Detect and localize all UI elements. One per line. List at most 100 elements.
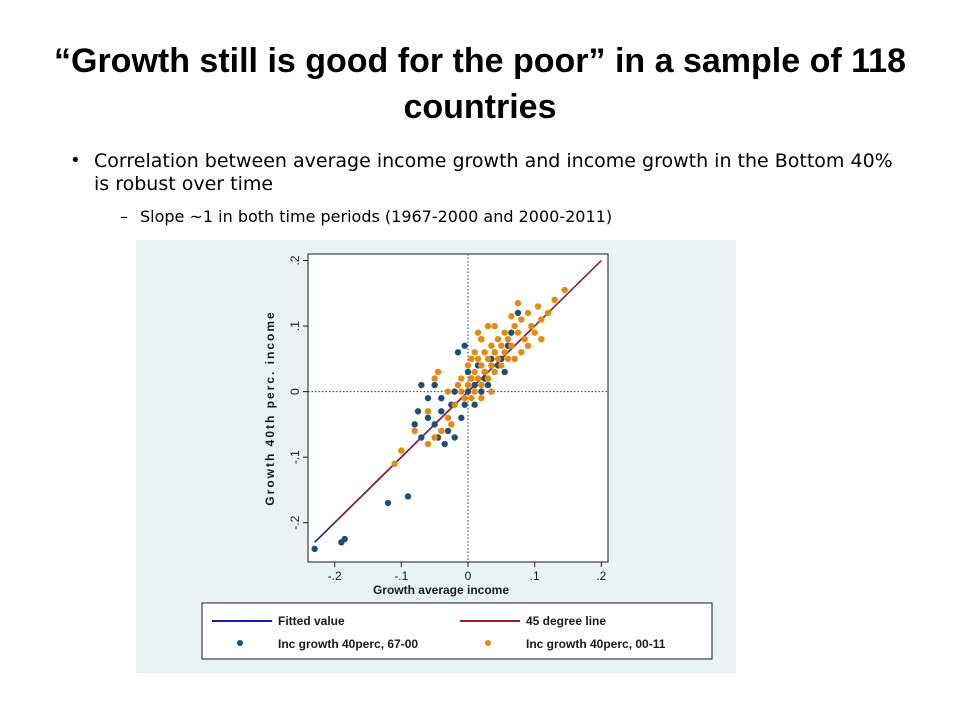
- point-period-00-11: [424, 408, 432, 415]
- point-period-00-11: [468, 394, 475, 402]
- point-period-67-00: [441, 440, 448, 448]
- point-period-67-00: [311, 545, 318, 553]
- legend-period1-label: Inc growth 40perc, 67-00: [278, 637, 418, 651]
- y-axis-label: Growth 40th perc. income: [263, 310, 277, 505]
- point-period-67-00: [411, 421, 418, 428]
- x-tick-label: .1: [530, 569, 540, 583]
- sub-bullet-marker: –: [120, 207, 128, 226]
- point-period-67-00: [418, 434, 425, 441]
- point-period-00-11: [514, 299, 522, 307]
- point-period-00-11: [528, 322, 535, 330]
- point-period-00-11: [504, 335, 512, 343]
- point-period-00-11: [478, 335, 485, 343]
- point-period-00-11: [398, 447, 405, 454]
- point-period-00-11: [488, 362, 495, 369]
- plot-area: [307, 253, 609, 563]
- y-tick-label: -.2: [288, 515, 302, 529]
- point-period-00-11: [431, 434, 438, 441]
- point-period-00-11: [471, 349, 478, 356]
- point-period-67-00: [471, 401, 478, 408]
- x-tick-label: 0: [465, 569, 472, 583]
- point-period-67-00: [414, 408, 422, 415]
- legend-fitted-label: Fitted value: [278, 614, 345, 628]
- point-period-67-00: [438, 394, 445, 402]
- point-period-00-11: [514, 329, 522, 336]
- point-period-00-11: [521, 335, 528, 343]
- point-period-00-11: [504, 355, 512, 363]
- point-period-67-00: [418, 381, 425, 389]
- point-period-67-00: [384, 499, 392, 507]
- point-period-00-11: [481, 368, 488, 376]
- point-period-00-11: [391, 460, 398, 467]
- legend-box: [201, 602, 713, 660]
- point-period-00-11: [478, 362, 485, 369]
- y-tick-label: .2: [288, 255, 302, 265]
- point-period-00-11: [494, 335, 502, 343]
- point-period-67-00: [461, 342, 468, 349]
- x-tick-label: .2: [596, 569, 606, 583]
- point-period-00-11: [444, 414, 452, 422]
- point-period-00-11: [471, 388, 478, 395]
- legend-period1-swatch: [237, 640, 243, 646]
- point-period-67-00: [501, 368, 508, 376]
- y-tick-label: -.1: [288, 450, 302, 464]
- bullet-marker: •: [72, 150, 79, 171]
- point-period-00-11: [431, 375, 438, 382]
- point-period-67-00: [484, 381, 492, 389]
- scatter-figure: -.2 -.1 0 .1 .2 -.2 -.1 0 .1 .2 Growth average i…: [136, 240, 736, 673]
- point-period-67-00: [458, 414, 465, 422]
- point-period-67-00: [464, 368, 472, 376]
- x-tick-label: -.1: [394, 569, 408, 583]
- point-period-00-11: [494, 355, 502, 363]
- point-period-67-00: [404, 493, 412, 500]
- point-period-00-11: [478, 381, 485, 389]
- point-period-00-11: [478, 394, 485, 402]
- legend-period2-label: Inc growth 40perc, 00-11: [526, 637, 666, 651]
- point-period-00-11: [474, 355, 482, 363]
- point-period-00-11: [424, 440, 432, 448]
- point-period-00-11: [484, 355, 492, 363]
- point-period-00-11: [461, 394, 468, 402]
- point-period-00-11: [491, 368, 498, 376]
- y-tick-label: 0: [288, 388, 302, 395]
- sub-bullet-slope: Slope ~1 in both time periods (1967-2000…: [140, 207, 613, 226]
- point-period-00-11: [458, 388, 465, 395]
- x-tick-label: -.2: [328, 569, 342, 583]
- point-period-00-11: [444, 388, 452, 395]
- point-period-00-11: [518, 349, 525, 356]
- point-period-00-11: [448, 421, 455, 428]
- point-period-00-11: [501, 349, 508, 356]
- point-period-67-00: [341, 535, 348, 543]
- point-period-00-11: [488, 388, 495, 395]
- point-period-00-11: [511, 355, 518, 363]
- point-period-00-11: [484, 375, 492, 382]
- legend: Fitted value 45 degree line Inc growth 4…: [201, 602, 713, 660]
- point-period-00-11: [481, 349, 488, 356]
- point-period-00-11: [538, 316, 545, 323]
- point-period-00-11: [508, 342, 515, 349]
- point-period-00-11: [488, 342, 495, 349]
- point-period-00-11: [498, 342, 505, 349]
- y-tick-label: .1: [288, 321, 302, 331]
- legend-period2-swatch: [485, 640, 491, 646]
- point-period-00-11: [544, 309, 552, 317]
- x-axis-label: Growth average income: [373, 583, 509, 597]
- point-period-00-11: [454, 381, 462, 389]
- point-period-00-11: [484, 322, 492, 330]
- point-period-00-11: [508, 313, 515, 320]
- slide-title: “Growth still is good for the poor” in a…: [54, 42, 906, 126]
- point-period-67-00: [514, 309, 522, 317]
- point-period-67-00: [431, 381, 438, 389]
- point-period-00-11: [498, 362, 505, 369]
- point-period-00-11: [551, 296, 558, 304]
- scatter-chart: -.2 -.1 0 .1 .2 -.2 -.1 0 .1 .2 Growth average i…: [201, 253, 713, 660]
- point-period-00-11: [464, 362, 472, 369]
- point-period-67-00: [424, 414, 432, 422]
- point-period-67-00: [471, 381, 478, 389]
- point-period-00-11: [474, 329, 482, 336]
- point-period-67-00: [444, 427, 452, 435]
- point-period-67-00: [454, 349, 462, 356]
- point-period-00-11: [471, 368, 478, 376]
- point-period-00-11: [468, 355, 475, 363]
- point-period-00-11: [511, 322, 518, 330]
